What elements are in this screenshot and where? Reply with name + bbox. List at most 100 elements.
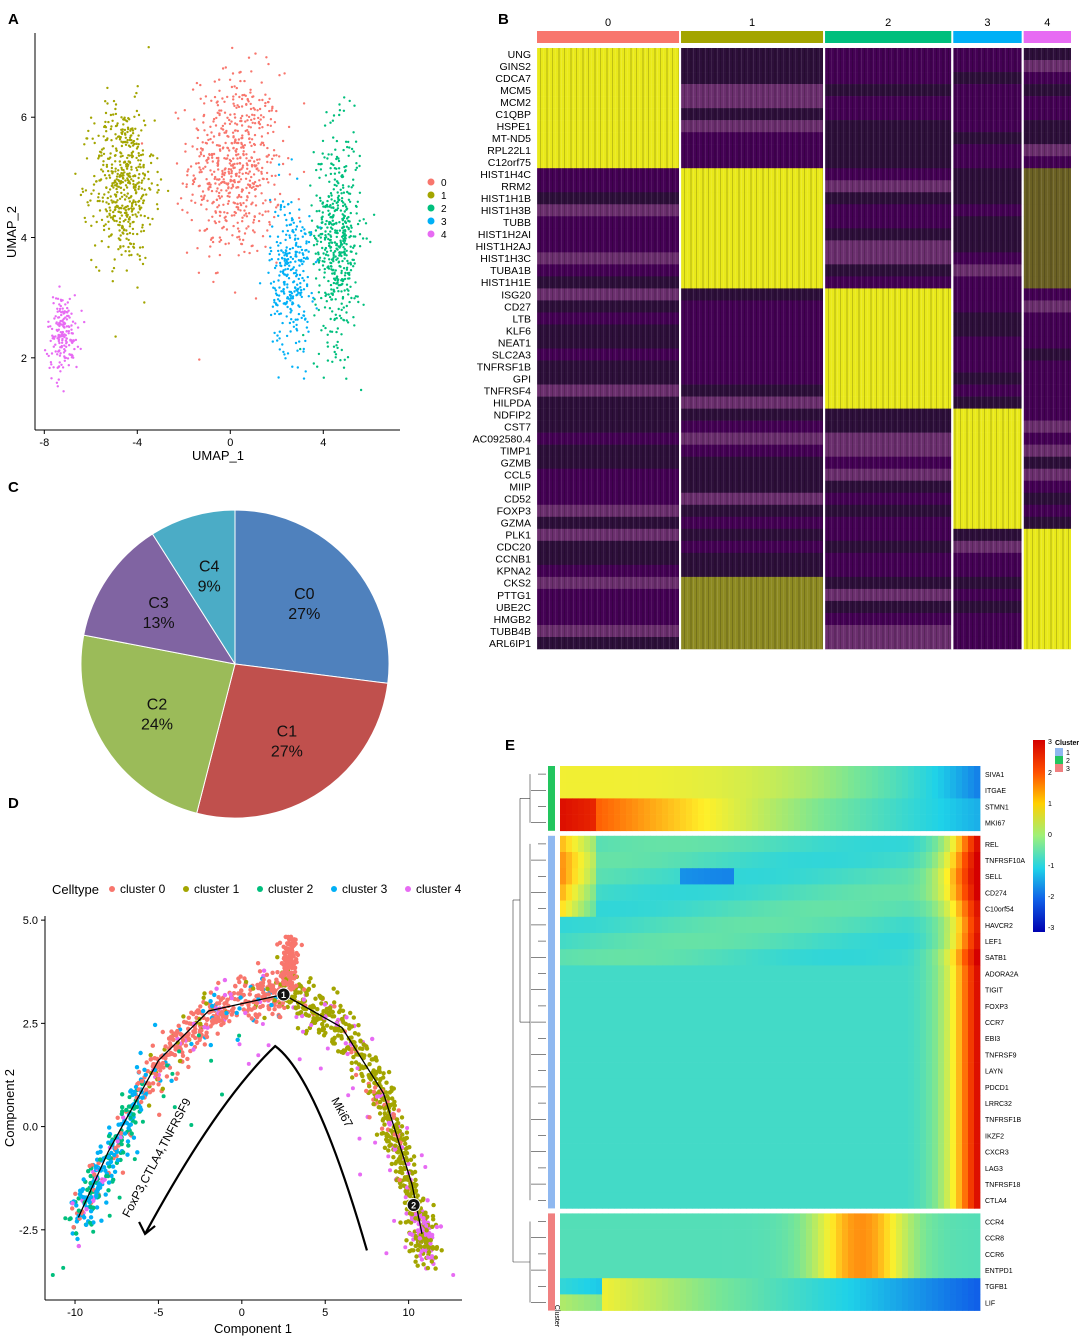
heatmap-cell [686, 782, 693, 799]
umap-point [131, 132, 135, 135]
umap-point [340, 278, 344, 281]
umap-point [221, 169, 224, 173]
trajectory-point [408, 1157, 414, 1163]
umap-point [134, 192, 138, 195]
umap-point [258, 107, 262, 111]
umap-point [352, 265, 355, 268]
heatmap-cell [740, 835, 747, 853]
umap-point [226, 154, 230, 157]
umap-point [210, 189, 214, 193]
trajectory-point [122, 1131, 128, 1136]
heatmap-cell [788, 900, 795, 918]
umap-point [249, 126, 252, 129]
umap-point [330, 198, 333, 201]
heatmap-cell [614, 766, 621, 783]
heatmap-cell [584, 852, 591, 869]
umap-point [344, 140, 348, 143]
heatmap-cell [608, 798, 615, 815]
trajectory-point [234, 1010, 239, 1016]
umap-point [149, 188, 152, 191]
heatmap-cell [662, 814, 669, 832]
umap-point [107, 235, 111, 238]
umap-point [210, 99, 213, 103]
heatmap-cell [740, 814, 747, 832]
heatmap-cell [662, 782, 669, 799]
heatmap-cell [818, 814, 825, 832]
umap-point [286, 352, 290, 355]
trajectory-point [195, 1008, 200, 1013]
umap-point [272, 130, 275, 134]
umap-point [348, 99, 351, 103]
heatmap-cell [560, 782, 567, 799]
heatmap-texture [537, 48, 1071, 649]
heatmap-cell [782, 814, 789, 832]
trajectory-point [209, 1003, 215, 1009]
umap-point [120, 166, 123, 169]
heatmap-cell [782, 852, 789, 869]
umap-point [189, 165, 193, 168]
umap-point [236, 206, 240, 209]
trajectory-point [160, 1029, 165, 1035]
heatmap-cell [914, 798, 921, 815]
umap-point [319, 236, 322, 239]
heatmap-cell [866, 852, 873, 869]
umap-point [123, 198, 127, 201]
umap-point [341, 297, 345, 300]
pie-label: C0 [294, 586, 315, 603]
umap-point [118, 207, 121, 210]
umap-point [281, 139, 285, 143]
umap-point [61, 319, 64, 322]
umap-point [207, 219, 210, 222]
umap-point [337, 159, 341, 163]
heatmap-cell [638, 884, 645, 901]
trajectory-point [75, 1236, 80, 1242]
umap-point [327, 293, 330, 296]
trajectory-point [378, 1105, 383, 1110]
umap-point [335, 201, 338, 205]
heatmap-cell [842, 868, 849, 885]
heatmap-cell [770, 900, 777, 918]
umap-point [230, 187, 233, 190]
heatmap-cell [746, 916, 753, 934]
umap-point [221, 147, 225, 150]
umap-point [278, 330, 281, 333]
heatmap-cell [848, 835, 855, 853]
umap-point [252, 142, 256, 146]
umap-point [344, 205, 348, 208]
heatmap-cell [866, 900, 873, 918]
umap-point [140, 206, 143, 209]
umap-point [218, 197, 222, 200]
heatmap-cell [902, 933, 909, 950]
trajectory-point [379, 1126, 385, 1131]
umap-point [56, 323, 60, 326]
trajectory-point [237, 1042, 242, 1047]
umap-point [310, 291, 313, 295]
umap-point [125, 205, 128, 209]
trajectory-point [270, 1011, 275, 1017]
trajectory-point [221, 1021, 226, 1026]
umap-point [60, 313, 63, 317]
umap-point [331, 219, 334, 222]
trajectory-point [266, 1043, 271, 1048]
trajectory-points [50, 934, 456, 1277]
heatmap-cell [884, 900, 891, 918]
heatmap-cell [812, 766, 819, 783]
heatmap-cell [578, 766, 585, 783]
heatmap-cell [716, 835, 723, 853]
umap-point [243, 93, 246, 97]
umap-point [347, 154, 350, 157]
umap-point [127, 238, 130, 242]
umap-point [342, 366, 346, 369]
heatmap-cell [800, 916, 807, 934]
trajectory-point [98, 1149, 103, 1155]
umap-point [228, 149, 231, 152]
trajectory-point [134, 1065, 140, 1070]
heatmap-cell [710, 933, 717, 950]
heatmap-cell [770, 766, 777, 783]
umap-point [123, 211, 127, 215]
trajectory-point [313, 996, 318, 1001]
umap-point [290, 201, 293, 204]
heatmap-cell [572, 949, 579, 966]
umap-point [198, 155, 201, 158]
umap-point [97, 134, 100, 137]
